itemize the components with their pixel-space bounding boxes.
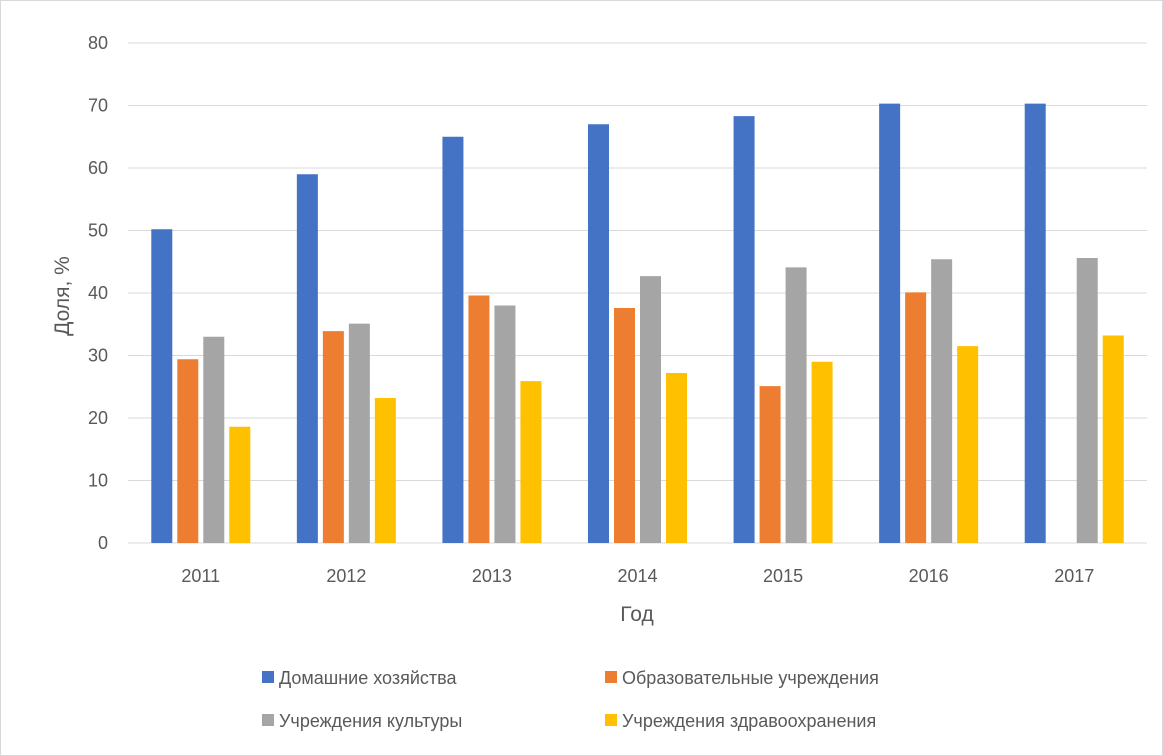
x-tick-label: 2013 — [472, 566, 512, 586]
bar-2017-series-4 — [1102, 335, 1124, 543]
legend-swatch — [262, 714, 274, 726]
y-tick-label: 70 — [88, 96, 108, 116]
x-axis-tick-labels: 2011 2012 2013 2014 2015 2016 2017 — [181, 566, 1094, 586]
legend-label: Домашние хозяйства — [279, 668, 458, 688]
bar-2011-series-1 — [151, 229, 173, 543]
y-tick-label: 30 — [88, 346, 108, 366]
y-tick-label: 80 — [88, 33, 108, 53]
gridlines — [128, 42, 1147, 544]
legend-swatch — [605, 714, 617, 726]
bar-2017-series-3 — [1076, 258, 1098, 543]
bar-2016-series-4 — [957, 346, 979, 543]
bar-2012-series-3 — [348, 323, 370, 543]
bar-2017-series-1 — [1024, 103, 1046, 543]
bars — [151, 103, 1124, 543]
x-tick-label: 2012 — [326, 566, 366, 586]
bar-2016-series-3 — [931, 259, 953, 543]
bar-2015-series-4 — [811, 361, 833, 543]
x-tick-label: 2017 — [1054, 566, 1094, 586]
legend-label: Учреждения здравоохранения — [622, 711, 876, 731]
bar-2015-series-1 — [733, 116, 755, 543]
y-tick-label: 40 — [88, 283, 108, 303]
bar-2014-series-3 — [640, 276, 661, 543]
legend: Домашние хозяйства Образовательные учрежд… — [262, 668, 879, 731]
bar-2016-series-2 — [905, 292, 927, 543]
y-axis-tick-labels: 0 10 20 30 40 50 60 70 80 — [88, 33, 108, 553]
bar-2013-series-3 — [494, 305, 516, 543]
bar-2011-series-4 — [229, 426, 251, 543]
x-tick-label: 2015 — [763, 566, 803, 586]
legend-swatch — [262, 671, 274, 683]
bar-2012-series-1 — [296, 174, 318, 543]
bar-2015-series-2 — [759, 386, 781, 543]
y-tick-label: 60 — [88, 158, 108, 178]
legend-label: Образовательные учреждения — [622, 668, 879, 688]
y-axis-title: Доля, % — [51, 256, 74, 336]
legend-swatch — [605, 671, 617, 683]
bar-2011-series-3 — [203, 336, 225, 543]
y-tick-label: 50 — [88, 221, 108, 241]
y-tick-label: 0 — [98, 533, 108, 553]
bar-2014-series-2 — [614, 308, 635, 543]
bar-2013-series-2 — [468, 295, 490, 543]
bar-2013-series-1 — [442, 136, 464, 543]
x-axis-title: Год — [620, 603, 653, 626]
bar-2016-series-1 — [879, 103, 901, 543]
bar-2011-series-2 — [177, 359, 199, 543]
bar-2015-series-3 — [785, 267, 807, 543]
legend-label: Учреждения культуры — [279, 711, 462, 731]
y-tick-label: 10 — [88, 471, 108, 491]
x-tick-label: 2016 — [909, 566, 949, 586]
bar-2012-series-2 — [322, 331, 344, 543]
x-tick-label: 2014 — [617, 566, 657, 586]
bar-2012-series-4 — [374, 398, 396, 543]
bar-2013-series-4 — [520, 381, 542, 543]
bar-2014-series-4 — [666, 373, 687, 543]
x-tick-label: 2011 — [181, 566, 220, 586]
bar-2014-series-1 — [588, 124, 609, 543]
y-tick-label: 20 — [88, 408, 108, 428]
